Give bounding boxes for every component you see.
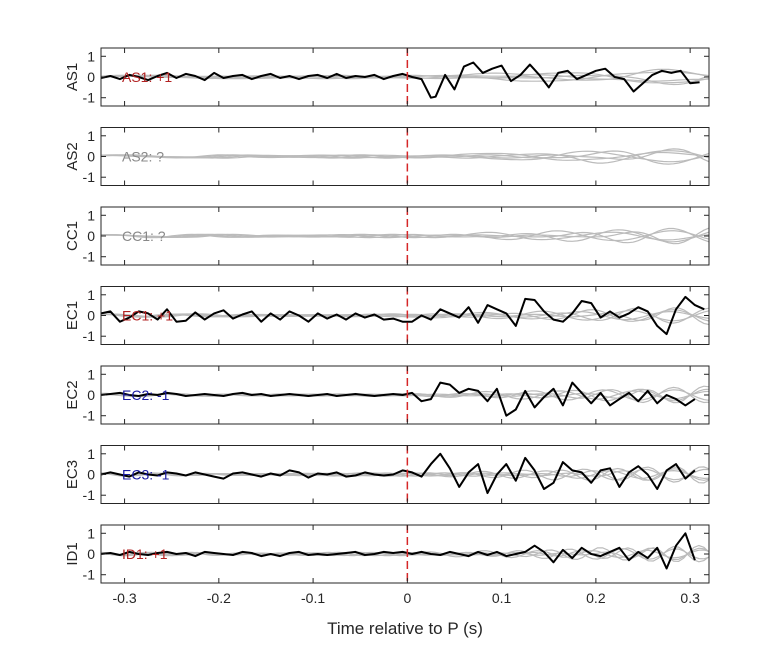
polarity-annotation: EC3: -1 bbox=[122, 467, 170, 483]
y-tick-label: 0 bbox=[87, 149, 95, 165]
main-trace bbox=[101, 381, 696, 417]
x-tick-label: 0.3 bbox=[680, 590, 700, 606]
traces-group bbox=[101, 295, 709, 336]
y-axis-label: AS2 bbox=[64, 142, 81, 170]
x-axis: -0.3 -0.2 -0.1 0 0.1 0.2 0.3 bbox=[113, 590, 701, 606]
traces-group bbox=[101, 381, 709, 417]
y-tick-label: -1 bbox=[83, 487, 96, 503]
y-axis-label: AS1 bbox=[64, 63, 81, 91]
main-trace bbox=[101, 295, 705, 336]
x-axis-label: Time relative to P (s) bbox=[327, 619, 483, 638]
x-tick-label: -0.2 bbox=[207, 590, 231, 606]
polarity-annotation: CC1: ? bbox=[122, 228, 166, 244]
y-tick-label: 1 bbox=[87, 525, 95, 541]
traces-group bbox=[101, 452, 709, 495]
x-tick-label: -0.3 bbox=[113, 590, 137, 606]
y-axis-label: CC1 bbox=[64, 221, 81, 251]
y-tick-label: 1 bbox=[87, 128, 95, 144]
x-tick-label: 0.1 bbox=[492, 590, 512, 606]
y-axis-label: EC1 bbox=[64, 301, 81, 330]
y-tick-label: -1 bbox=[83, 249, 96, 265]
polarity-annotation: EC1: +1 bbox=[122, 308, 173, 324]
y-tick-label: -1 bbox=[83, 408, 96, 424]
traces-group bbox=[101, 61, 709, 99]
y-tick-label: 1 bbox=[87, 446, 95, 462]
polarity-annotation: ID1: +1 bbox=[122, 546, 168, 562]
y-tick-label: -1 bbox=[83, 328, 96, 344]
y-tick-label: -1 bbox=[83, 169, 96, 185]
main-trace bbox=[101, 452, 696, 495]
y-tick-label: 0 bbox=[87, 546, 95, 562]
x-tick-label: 0 bbox=[403, 590, 411, 606]
y-tick-label: 0 bbox=[87, 308, 95, 324]
x-tick-label: -0.1 bbox=[301, 590, 325, 606]
background-trace bbox=[101, 150, 709, 164]
main-trace bbox=[101, 532, 696, 570]
y-tick-label: 0 bbox=[87, 387, 95, 403]
y-tick-label: -1 bbox=[83, 567, 96, 583]
traces-group bbox=[101, 227, 709, 245]
y-tick-label: -1 bbox=[83, 90, 96, 106]
y-tick-label: 0 bbox=[87, 467, 95, 483]
y-axis-label: EC2 bbox=[64, 380, 81, 409]
polarity-annotation: AS2: ? bbox=[122, 149, 164, 165]
y-axis-label: ID1 bbox=[64, 542, 81, 565]
traces-group bbox=[101, 148, 709, 165]
traces-group bbox=[101, 532, 709, 570]
y-tick-label: 1 bbox=[87, 207, 95, 223]
y-tick-label: 1 bbox=[87, 48, 95, 64]
polarity-annotation: EC2: -1 bbox=[122, 387, 170, 403]
main-trace bbox=[101, 61, 700, 99]
y-tick-label: 0 bbox=[87, 69, 95, 85]
y-tick-label: 1 bbox=[87, 287, 95, 303]
background-trace bbox=[101, 227, 709, 245]
y-tick-label: 1 bbox=[87, 366, 95, 382]
y-axis-label: EC3 bbox=[64, 460, 81, 489]
y-tick-label: 0 bbox=[87, 228, 95, 244]
background-trace bbox=[101, 148, 709, 163]
polarity-annotation: AS1: +1 bbox=[122, 69, 172, 85]
x-tick-label: 0.2 bbox=[586, 590, 606, 606]
